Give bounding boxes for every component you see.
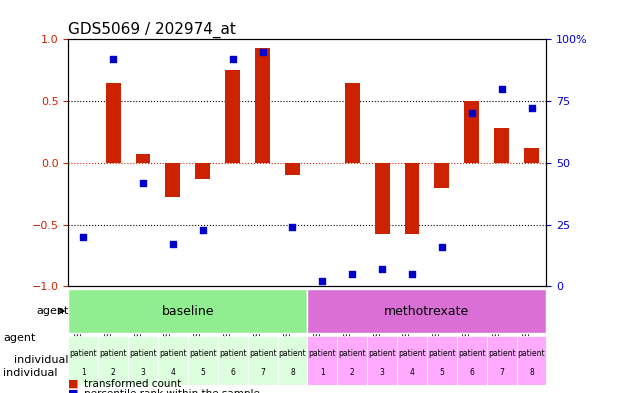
Text: 5: 5 (440, 368, 444, 377)
FancyBboxPatch shape (457, 336, 487, 385)
Text: patient: patient (70, 349, 97, 358)
Text: 2: 2 (350, 368, 355, 377)
Text: agent: agent (3, 333, 35, 343)
Point (288, 224, 297, 230)
Text: methotrexate: methotrexate (384, 305, 469, 318)
Text: 4: 4 (410, 368, 414, 377)
FancyBboxPatch shape (397, 336, 427, 385)
Bar (255, 48, 270, 163)
Text: 3: 3 (379, 368, 384, 377)
Point (258, 48, 268, 55)
Text: transformed count: transformed count (84, 379, 181, 389)
Text: patient: patient (309, 349, 336, 358)
Text: patient: patient (129, 349, 157, 358)
Point (377, 266, 387, 272)
Text: 4: 4 (171, 368, 175, 377)
Text: baseline: baseline (161, 305, 214, 318)
Text: 5: 5 (201, 368, 205, 377)
Point (228, 56, 238, 62)
Point (138, 180, 148, 186)
FancyBboxPatch shape (307, 336, 337, 385)
Text: 1: 1 (81, 368, 86, 377)
Bar (196, 163, 211, 179)
Text: patient: patient (279, 349, 306, 358)
Text: individual: individual (14, 355, 68, 365)
FancyBboxPatch shape (68, 289, 307, 333)
Text: patient: patient (428, 349, 456, 358)
FancyBboxPatch shape (248, 336, 278, 385)
Point (317, 278, 327, 285)
Text: 6: 6 (469, 368, 474, 377)
Bar (285, 163, 300, 175)
Bar (135, 154, 150, 163)
Text: 8: 8 (290, 368, 295, 377)
Text: percentile rank within the sample: percentile rank within the sample (84, 389, 260, 393)
Point (437, 244, 447, 250)
Text: patient: patient (189, 349, 217, 358)
Text: 7: 7 (499, 368, 504, 377)
FancyBboxPatch shape (278, 336, 307, 385)
FancyBboxPatch shape (218, 336, 248, 385)
Bar (225, 70, 240, 163)
Point (78, 234, 88, 240)
Text: patient: patient (398, 349, 426, 358)
Text: ■: ■ (68, 389, 79, 393)
FancyBboxPatch shape (487, 336, 517, 385)
FancyBboxPatch shape (98, 336, 128, 385)
Text: agent: agent (36, 306, 68, 316)
Text: 1: 1 (320, 368, 325, 377)
Text: patient: patient (249, 349, 276, 358)
Text: 6: 6 (230, 368, 235, 377)
Text: patient: patient (338, 349, 366, 358)
Bar (404, 163, 419, 235)
Text: patient: patient (219, 349, 247, 358)
Bar (524, 148, 539, 163)
Point (407, 271, 417, 277)
FancyBboxPatch shape (128, 336, 158, 385)
Text: patient: patient (368, 349, 396, 358)
Text: 3: 3 (140, 368, 145, 377)
Text: individual: individual (3, 368, 58, 378)
Text: ■: ■ (68, 379, 79, 389)
Text: 2: 2 (111, 368, 116, 377)
FancyBboxPatch shape (188, 336, 218, 385)
Bar (465, 101, 479, 163)
Point (198, 226, 208, 233)
FancyBboxPatch shape (517, 336, 546, 385)
Text: patient: patient (458, 349, 486, 358)
FancyBboxPatch shape (427, 336, 457, 385)
Bar (494, 128, 509, 163)
Bar (345, 83, 360, 163)
Point (168, 241, 178, 248)
Text: 7: 7 (260, 368, 265, 377)
FancyBboxPatch shape (337, 336, 367, 385)
Bar (106, 83, 120, 163)
Bar (435, 163, 450, 187)
Text: patient: patient (99, 349, 127, 358)
Text: patient: patient (488, 349, 515, 358)
Text: patient: patient (518, 349, 545, 358)
FancyBboxPatch shape (367, 336, 397, 385)
Bar (374, 163, 389, 235)
Point (467, 110, 477, 117)
FancyBboxPatch shape (158, 336, 188, 385)
Point (108, 56, 118, 62)
Bar (165, 163, 180, 197)
Text: 8: 8 (529, 368, 534, 377)
Text: patient: patient (159, 349, 187, 358)
FancyBboxPatch shape (307, 289, 546, 333)
FancyBboxPatch shape (68, 336, 98, 385)
Point (497, 86, 507, 92)
Point (527, 105, 537, 112)
Point (347, 271, 357, 277)
Text: GDS5069 / 202974_at: GDS5069 / 202974_at (68, 22, 236, 38)
